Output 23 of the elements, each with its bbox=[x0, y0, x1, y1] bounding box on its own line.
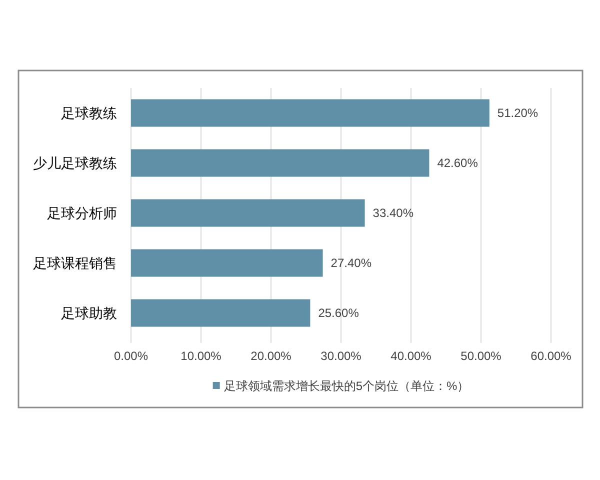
legend-label: 足球领域需求增长最快的5个岗位（单位：%） bbox=[224, 379, 470, 393]
data-label: 33.40% bbox=[372, 206, 414, 220]
data-label: 42.60% bbox=[437, 156, 478, 170]
data-label: 51.20% bbox=[497, 106, 538, 120]
x-tick-label: 10.00% bbox=[180, 349, 222, 363]
y-tick-label: 足球教练 bbox=[61, 105, 117, 121]
y-tick-label: 足球分析师 bbox=[47, 205, 117, 221]
bar bbox=[131, 199, 365, 227]
x-tick-label: 40.00% bbox=[390, 349, 432, 363]
x-tick-label: 60.00% bbox=[530, 349, 572, 363]
y-tick-label: 少儿足球教练 bbox=[33, 155, 117, 171]
y-tick-label: 足球课程销售 bbox=[33, 255, 117, 271]
x-tick-label: 0.00% bbox=[114, 349, 148, 363]
x-tick-label: 30.00% bbox=[320, 349, 362, 363]
bar bbox=[131, 299, 310, 327]
y-tick-label: 足球助教 bbox=[61, 305, 117, 321]
bar bbox=[131, 149, 430, 177]
x-tick-label: 50.00% bbox=[460, 349, 502, 363]
bar bbox=[131, 99, 490, 127]
data-label: 25.60% bbox=[318, 306, 360, 320]
data-label: 27.40% bbox=[330, 256, 372, 270]
bar bbox=[131, 249, 323, 277]
x-tick-label: 20.00% bbox=[250, 349, 292, 363]
